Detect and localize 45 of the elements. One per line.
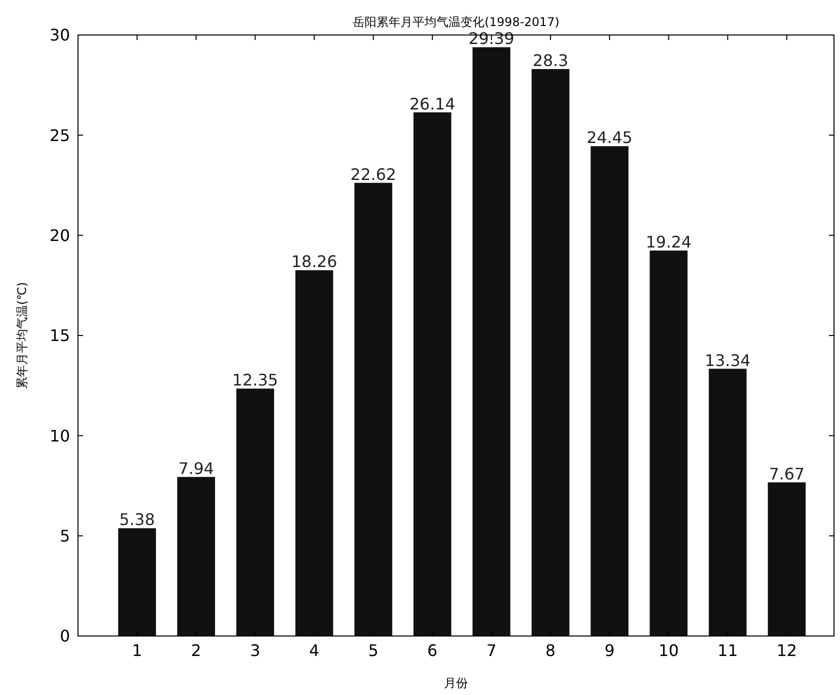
x-tick-label: 2 (191, 641, 202, 660)
bar (354, 182, 392, 636)
data-label: 26.14 (409, 94, 456, 114)
data-label: 12.35 (232, 370, 278, 390)
x-tick-label: 5 (368, 641, 378, 660)
x-tick-label: 4 (309, 641, 320, 660)
data-label: 5.38 (119, 510, 155, 530)
data-label: 18.26 (291, 252, 338, 272)
x-tick-label: 10 (658, 641, 679, 660)
data-label: 13.34 (704, 350, 751, 370)
bar (472, 47, 510, 636)
x-axis-title: 月份 (444, 676, 468, 690)
x-tick-label: 3 (250, 641, 260, 660)
y-axis-title: 累年月平均气温(℃) (15, 282, 29, 389)
y-tick-label: 20 (50, 226, 70, 245)
bar (590, 146, 628, 636)
x-tick-label: 6 (427, 641, 438, 660)
bar (532, 69, 570, 636)
x-tick-label: 12 (776, 641, 797, 660)
x-tick-label: 9 (604, 641, 615, 660)
y-tick-label: 5 (60, 526, 70, 546)
x-tick-label: 8 (545, 641, 556, 660)
data-label: 28.3 (532, 51, 568, 70)
data-label: 7.94 (178, 458, 214, 478)
data-label: 24.45 (586, 128, 632, 148)
y-tick-label: 10 (50, 426, 70, 446)
bar (768, 482, 806, 636)
bar (413, 112, 452, 636)
bar (177, 476, 216, 636)
bar (236, 388, 274, 636)
y-tick-label: 25 (50, 126, 70, 145)
data-label: 19.24 (646, 232, 692, 252)
data-label: 22.62 (350, 164, 396, 184)
y-tick-label: 0 (60, 626, 70, 646)
bar (708, 368, 747, 636)
x-tick-label: 1 (132, 641, 142, 660)
bar (118, 528, 156, 636)
y-tick-label: 30 (50, 26, 70, 45)
data-label: 7.67 (768, 464, 805, 484)
bar (295, 270, 334, 636)
y-tick-label: 15 (50, 326, 70, 346)
x-tick-label: 11 (718, 641, 738, 660)
bar (650, 250, 688, 636)
x-tick-label: 7 (486, 641, 497, 660)
chart-title: 岳阳累年月平均气温变化(1998-2017) (352, 15, 560, 29)
